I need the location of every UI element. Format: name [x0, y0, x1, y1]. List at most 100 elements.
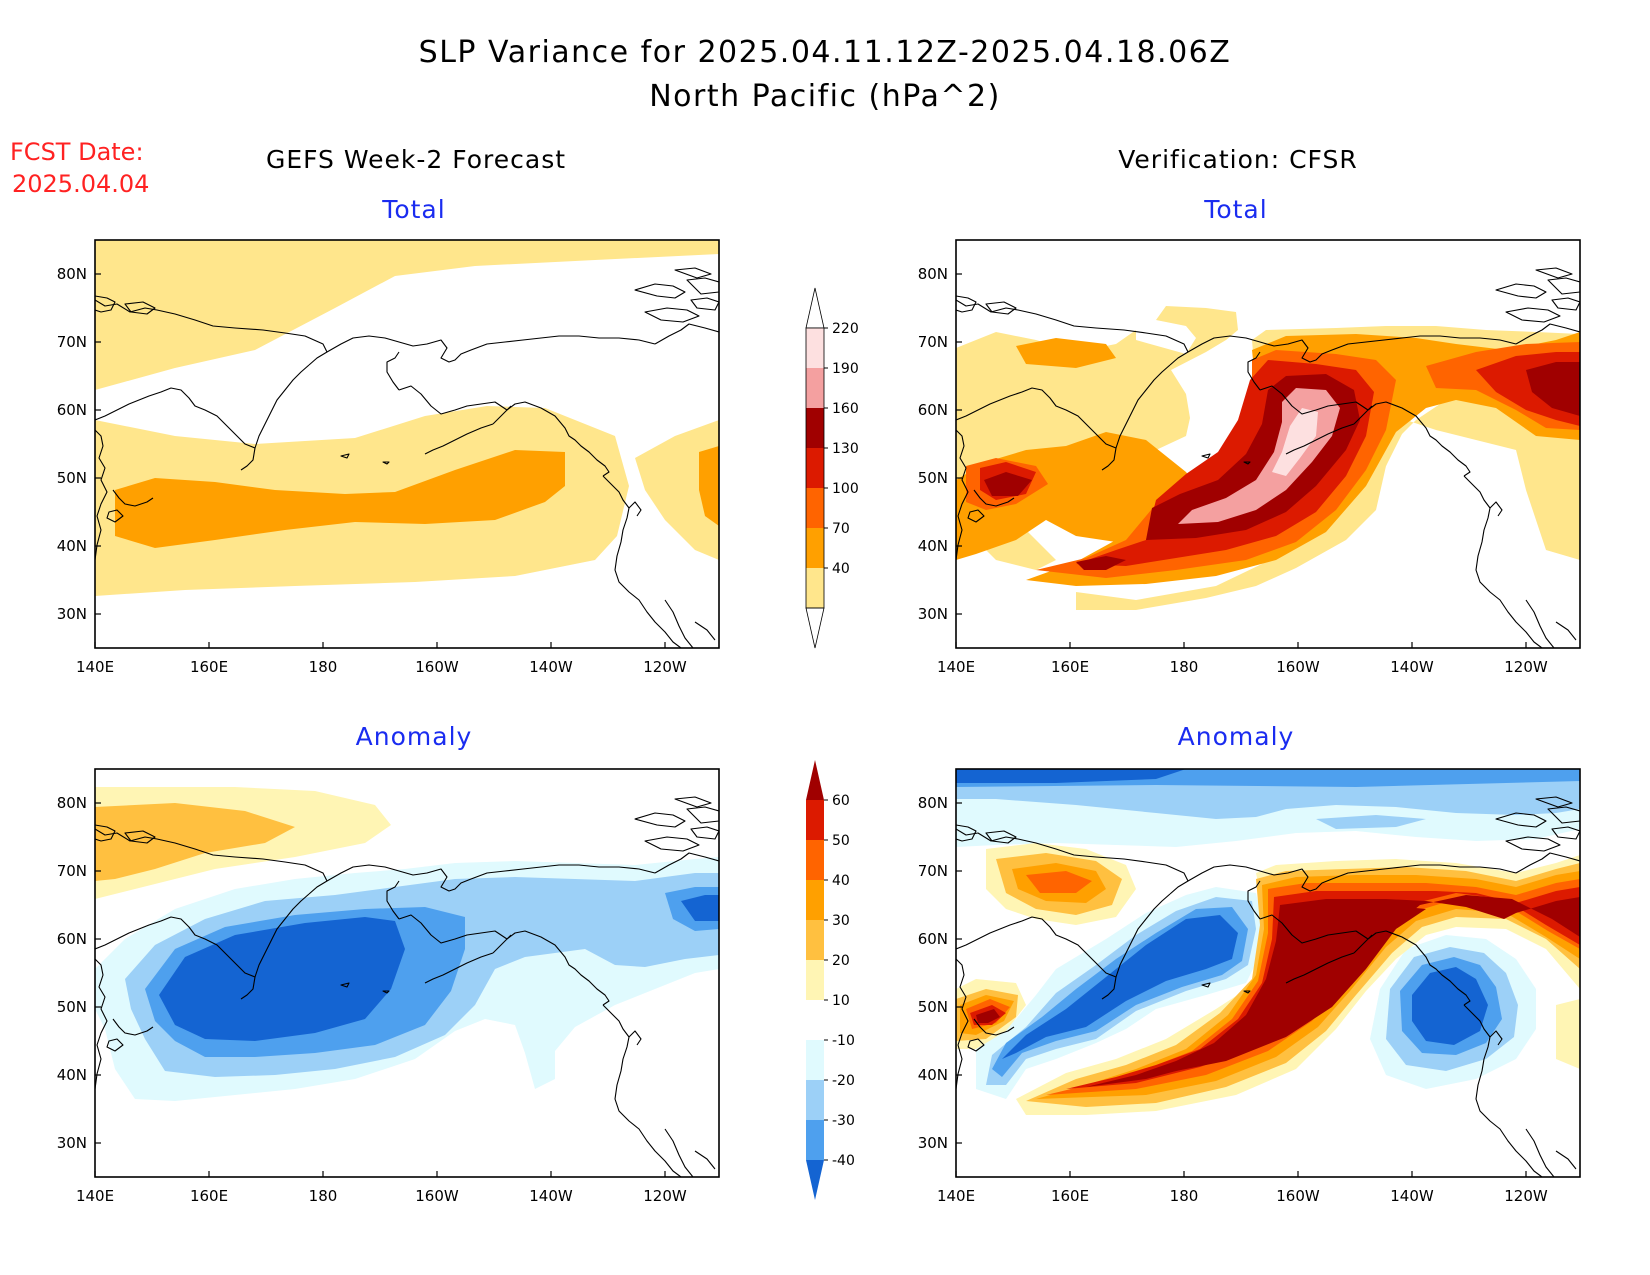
lon-tick-label: 120W [1504, 658, 1548, 676]
lat-tick-label: 70N [918, 862, 948, 880]
lon-tick-label: 160E [190, 1187, 228, 1205]
colorbar-label: -40 [832, 1153, 855, 1169]
lat-tick-label: 60N [918, 930, 948, 948]
lon-tick-label: 140E [937, 1187, 975, 1205]
lon-tick-label: 140W [1390, 1187, 1434, 1205]
colorbar-swatch [806, 960, 824, 1000]
colorbar-anomaly: 60 50 40 30 20 10 -10 -20 -30 -40 [806, 760, 855, 1200]
lat-tick-label: 50N [918, 469, 948, 487]
map-verification-anomaly [956, 769, 1580, 1177]
lat-tick-label: 80N [918, 794, 948, 812]
colorbar-outline [805, 327, 825, 609]
colorbar-swatch [806, 800, 824, 840]
lon-tick-label: 120W [643, 1187, 687, 1205]
anomaly-minus20 [1316, 815, 1426, 829]
colorbar-swatch [806, 328, 824, 368]
colorbar-swatch [806, 840, 824, 880]
contour-70 [699, 446, 719, 526]
colorbar-label: 130 [832, 441, 859, 457]
colorbar-cap-bottom [805, 607, 825, 649]
lat-tick-label: 30N [57, 1134, 87, 1152]
colorbar-label: 100 [832, 481, 859, 497]
colorbar-total: 220 190 160 130 100 70 40 [805, 287, 859, 649]
anomaly-minus40 [681, 895, 719, 921]
lat-tick-label: 40N [57, 537, 87, 555]
colorbar-label: -30 [832, 1113, 855, 1129]
colorbar-label: 60 [832, 793, 850, 809]
lon-tick-label: 140W [529, 1187, 573, 1205]
lon-tick-label: 180 [1170, 1187, 1199, 1205]
lat-tick-label: 60N [918, 401, 948, 419]
colorbar-swatch [806, 448, 824, 488]
anomaly-plus20 [95, 803, 295, 881]
lat-tick-label: 80N [57, 265, 87, 283]
contour-220 [1272, 408, 1318, 476]
lon-tick-label: 180 [309, 1187, 338, 1205]
colorbar-label: 10 [832, 993, 850, 1009]
lat-tick-label: 50N [57, 998, 87, 1016]
frame-forecast-total [94, 239, 720, 649]
lat-tick-label: 80N [918, 265, 948, 283]
lon-tick-label: 160E [190, 658, 228, 676]
anomaly-plus60 [1156, 905, 1426, 1075]
verification-anomaly-subtitle: Anomaly [1178, 722, 1295, 751]
contour-70 [1016, 338, 1116, 368]
colorbar-label: 20 [832, 953, 850, 969]
fcst-date-label: FCST Date: [10, 138, 144, 166]
colorbar-label: 40 [832, 873, 850, 889]
lon-tick-label: 140E [76, 658, 114, 676]
contour-160 [984, 472, 1032, 496]
lat-tick-label: 50N [918, 998, 948, 1016]
axis-ticks: 140E 160E 180 160W 140W 120W 80N 70N 60N 50N 40N 30… [57, 265, 1548, 1205]
lat-tick-label: 30N [918, 605, 948, 623]
lon-tick-label: 120W [1504, 1187, 1548, 1205]
lon-tick-label: 160E [1051, 1187, 1089, 1205]
lon-tick-label: 180 [1170, 658, 1199, 676]
right-column-title: Verification: CFSR [1118, 145, 1357, 174]
anomaly-plus40 [1026, 871, 1092, 893]
lon-tick-label: 140W [1390, 658, 1434, 676]
colorbar-label: 30 [832, 913, 850, 929]
colorbar-swatch [806, 368, 824, 408]
map-forecast-total [95, 240, 719, 648]
colorbar-label: 40 [832, 561, 850, 577]
forecast-anomaly-subtitle: Anomaly [356, 722, 473, 751]
lat-tick-label: 40N [918, 1066, 948, 1084]
map-forecast-anomaly [95, 787, 719, 1177]
lon-tick-label: 140W [529, 658, 573, 676]
lon-tick-label: 160W [1276, 1187, 1320, 1205]
colorbar-swatch [806, 1000, 824, 1040]
fcst-date-value: 2025.04.04 [12, 170, 149, 198]
colorbar-cap-bottom [806, 1160, 824, 1200]
contour-160 [1076, 556, 1126, 570]
colorbar-label: 70 [832, 521, 850, 537]
lat-tick-label: 60N [57, 401, 87, 419]
lon-tick-label: 160W [415, 1187, 459, 1205]
lat-tick-label: 80N [57, 794, 87, 812]
colorbar-label: 160 [832, 401, 859, 417]
lat-tick-label: 40N [57, 1066, 87, 1084]
colorbar-swatch [806, 408, 824, 448]
colorbar-swatch [806, 920, 824, 960]
colorbar-label: 220 [832, 321, 859, 337]
lat-tick-label: 40N [918, 537, 948, 555]
anomaly-minus40 [1412, 967, 1488, 1045]
contour-40 [635, 420, 719, 560]
colorbar-cap-top [806, 760, 824, 800]
colorbar-swatch [806, 528, 824, 568]
main-title-line1: SLP Variance for 2025.04.11.12Z-2025.04.… [419, 35, 1232, 70]
lon-tick-label: 160E [1051, 658, 1089, 676]
colorbar-swatch [806, 568, 824, 608]
anomaly-plus10 [1556, 999, 1580, 1069]
lat-tick-label: 30N [918, 1134, 948, 1152]
lat-tick-label: 70N [57, 333, 87, 351]
colorbar-swatch [806, 1040, 824, 1080]
colorbar-label: -20 [832, 1073, 855, 1089]
lat-tick-label: 30N [57, 605, 87, 623]
colorbar-swatch [806, 488, 824, 528]
colorbar-cap-top [805, 287, 825, 329]
lon-tick-label: 140E [76, 1187, 114, 1205]
lon-tick-label: 120W [643, 658, 687, 676]
lat-tick-label: 70N [57, 862, 87, 880]
